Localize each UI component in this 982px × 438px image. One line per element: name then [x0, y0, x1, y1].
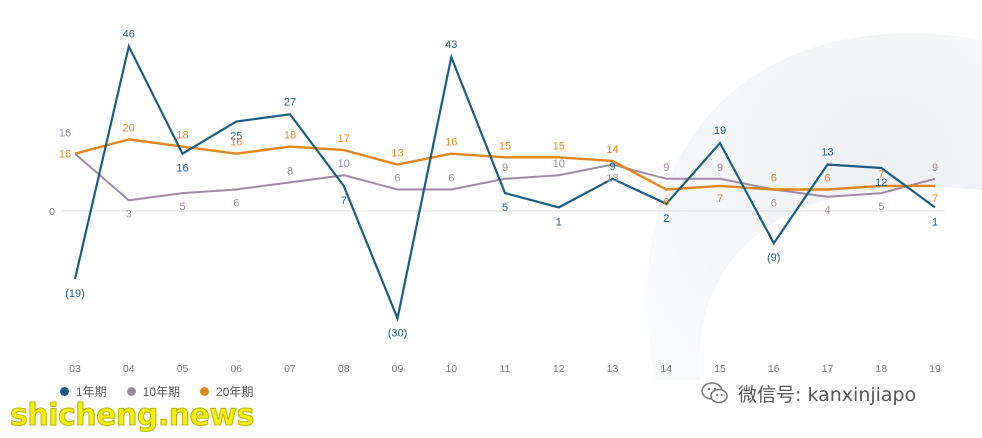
data-label-20yr: 6	[771, 173, 777, 185]
data-label-20yr: 18	[176, 130, 188, 142]
data-label-10yr: 9	[502, 162, 508, 174]
wechat-watermark: 微信号: kanxinjiapo	[700, 378, 916, 408]
x-tick-label: 16	[768, 363, 780, 375]
y-zero-label: 0	[49, 206, 55, 218]
data-label-1yr: 19	[714, 125, 726, 137]
x-tick-label: 14	[660, 363, 672, 375]
legend-swatch	[126, 387, 136, 396]
legend-label: 1年期	[76, 385, 107, 399]
x-tick-label: 03	[69, 363, 81, 375]
data-label-10yr: 9	[717, 162, 723, 174]
data-label-1yr: (19)	[65, 288, 85, 300]
series-line-1年期	[73, 43, 936, 323]
data-label-10yr: 8	[287, 165, 293, 177]
data-label-10yr: 9	[932, 162, 938, 174]
legend-label: 10年期	[142, 385, 181, 399]
data-label-20yr: 14	[606, 144, 618, 156]
data-label-10yr: 6	[233, 198, 239, 210]
chart-legend: 1年期 10年期 20年期	[60, 383, 253, 400]
series-line-20年期	[74, 138, 935, 191]
legend-item: 10年期	[126, 383, 181, 400]
data-label-20yr: 13	[391, 147, 403, 159]
data-label-20yr: 18	[284, 130, 296, 142]
x-tick-label: 15	[714, 363, 726, 375]
data-label-20yr: 7	[932, 193, 938, 205]
x-tick-label: 08	[338, 363, 350, 375]
data-label-1yr: 27	[284, 96, 296, 108]
data-label-10yr: 6	[394, 173, 400, 185]
x-tick-label: 09	[392, 363, 404, 375]
data-label-20yr: 16	[445, 137, 457, 149]
data-label-20yr: 6	[663, 197, 669, 209]
data-label-20yr: 17	[338, 133, 350, 145]
data-label-10yr: 9	[663, 162, 669, 174]
wechat-icon	[701, 382, 728, 404]
data-label-10yr: 3	[126, 208, 132, 220]
data-label-1yr: 7	[341, 195, 347, 207]
data-label-20yr: 7	[878, 169, 884, 181]
data-label-1yr: (9)	[767, 252, 780, 264]
x-tick-label: 17	[822, 363, 834, 375]
data-label-10yr: 6	[448, 173, 454, 185]
data-label-10yr: 4	[824, 205, 830, 217]
data-label-20yr: 15	[553, 140, 565, 152]
x-tick-label: 18	[875, 363, 887, 375]
data-label-20yr: 7	[717, 193, 723, 205]
data-label-1yr: 43	[445, 39, 457, 51]
x-tick-label: 04	[123, 363, 135, 375]
data-label-1yr: 25	[230, 131, 242, 143]
data-label-10yr: 10	[338, 158, 350, 170]
data-label-1yr: 5	[502, 202, 508, 214]
data-label-1yr: 46	[123, 28, 135, 40]
x-tick-label: 07	[284, 363, 296, 375]
x-tick-label: 12	[553, 363, 565, 375]
data-label-10yr: 16	[59, 128, 71, 140]
legend-swatch	[60, 387, 69, 396]
x-tick-label: 05	[177, 363, 189, 375]
legend-swatch	[200, 387, 210, 396]
data-label-1yr: 1	[932, 216, 938, 228]
data-label-10yr: 6	[771, 198, 777, 210]
data-label-10yr: 5	[878, 201, 884, 213]
data-label-1yr: 1	[556, 216, 562, 228]
data-label-20yr: 15	[499, 140, 511, 152]
data-label-1yr: 9	[609, 161, 615, 173]
data-label-1yr: 16	[176, 163, 188, 175]
data-label-1yr: 2	[663, 213, 669, 225]
x-tick-label: 10	[445, 363, 457, 375]
data-label-20yr: 16	[230, 137, 242, 149]
legend-item: 20年期	[200, 383, 253, 400]
background-swoosh-decoration	[647, 33, 982, 381]
data-label-10yr: 5	[179, 201, 185, 213]
x-tick-label: 11	[500, 363, 511, 375]
data-label-10yr: 10	[553, 158, 565, 170]
legend-label: 20年期	[216, 385, 254, 399]
wechat-id-text: 微信号: kanxinjiapo	[738, 383, 917, 406]
data-label-10yr: 13	[606, 172, 618, 184]
data-label-1yr: (30)	[388, 327, 408, 339]
data-label-1yr: 13	[821, 146, 833, 158]
x-tick-label: 06	[230, 363, 242, 375]
x-tick-label: 19	[929, 363, 941, 375]
data-label-20yr: 16	[59, 149, 71, 161]
data-label-1yr: 12	[875, 177, 887, 189]
site-watermark: shicheng.news	[10, 398, 256, 434]
data-label-20yr: 20	[123, 122, 135, 134]
data-label-20yr: 6	[824, 173, 830, 185]
x-tick-label: 13	[607, 363, 619, 375]
series-line-10年期	[74, 152, 936, 202]
legend-item: 1年期	[60, 383, 107, 400]
